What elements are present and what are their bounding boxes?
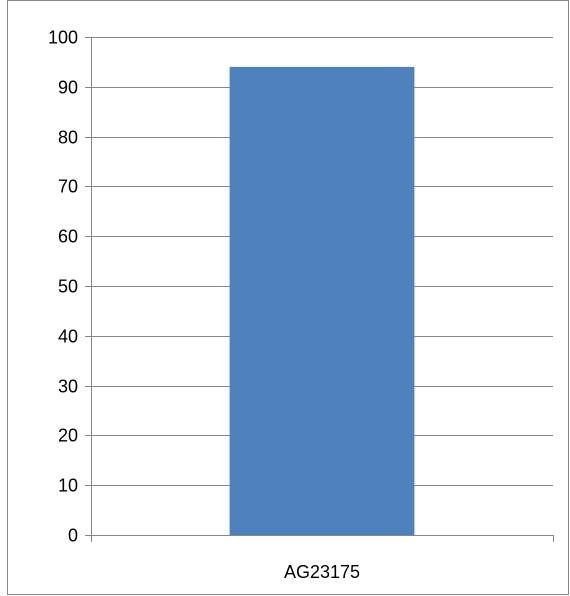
y-tick-label: 60: [58, 227, 78, 247]
labels: 0 10 20 30 40 50 60 70 80 90 100 AG23175: [48, 28, 360, 583]
y-tick-label: 70: [58, 177, 78, 197]
y-tick-label: 0: [68, 526, 78, 546]
y-tick-label: 50: [58, 277, 78, 297]
bar-AG23175: [229, 66, 415, 535]
bars: [229, 66, 415, 535]
y-tick-label: 80: [58, 128, 78, 148]
y-tick-label: 100: [48, 28, 78, 48]
y-tick-label: 20: [58, 426, 78, 446]
y-tick-label: 30: [58, 377, 78, 397]
x-tick-label: AG23175: [284, 562, 360, 582]
y-tick-label: 40: [58, 327, 78, 347]
chart-border: [7, 0, 569, 595]
y-tick-label: 10: [58, 476, 78, 496]
axes: [85, 37, 554, 542]
y-tick-label: 90: [58, 78, 78, 98]
